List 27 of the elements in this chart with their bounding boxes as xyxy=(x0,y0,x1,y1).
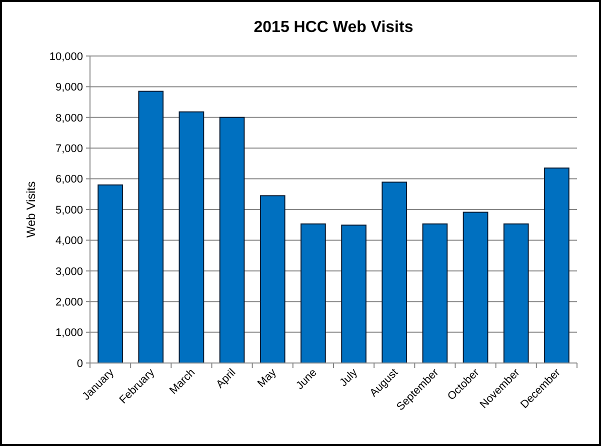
y-axis-title: Web Visits xyxy=(24,181,38,238)
y-tick-label: 5,000 xyxy=(55,204,83,216)
bar xyxy=(178,111,204,364)
x-tick-label: July xyxy=(338,366,360,389)
y-tick-label: 3,000 xyxy=(55,266,83,278)
y-tick-label: 10,000 xyxy=(49,50,83,63)
bar xyxy=(98,184,123,364)
y-tick-label: 0 xyxy=(76,358,83,370)
bar xyxy=(382,182,408,364)
bar xyxy=(341,224,366,364)
bar xyxy=(503,223,529,364)
y-tick-label: 9,000 xyxy=(55,82,83,94)
y-tick-label: 1,000 xyxy=(55,327,83,340)
y-tick-label: 7,000 xyxy=(55,142,83,155)
x-tick-label: May xyxy=(256,366,280,390)
bar xyxy=(138,90,164,364)
y-tick-label: 8,000 xyxy=(55,112,83,124)
y-tick-label: 6,000 xyxy=(55,174,83,186)
y-tick-label: 2,000 xyxy=(55,296,83,308)
bar xyxy=(300,223,326,364)
bar xyxy=(462,212,488,364)
bar xyxy=(422,223,448,364)
y-tick-label: 4,000 xyxy=(55,235,83,248)
bar xyxy=(544,168,570,364)
chart-title: 2015 HCC Web Visits xyxy=(254,19,414,36)
bar xyxy=(260,195,286,364)
bar xyxy=(219,116,245,364)
